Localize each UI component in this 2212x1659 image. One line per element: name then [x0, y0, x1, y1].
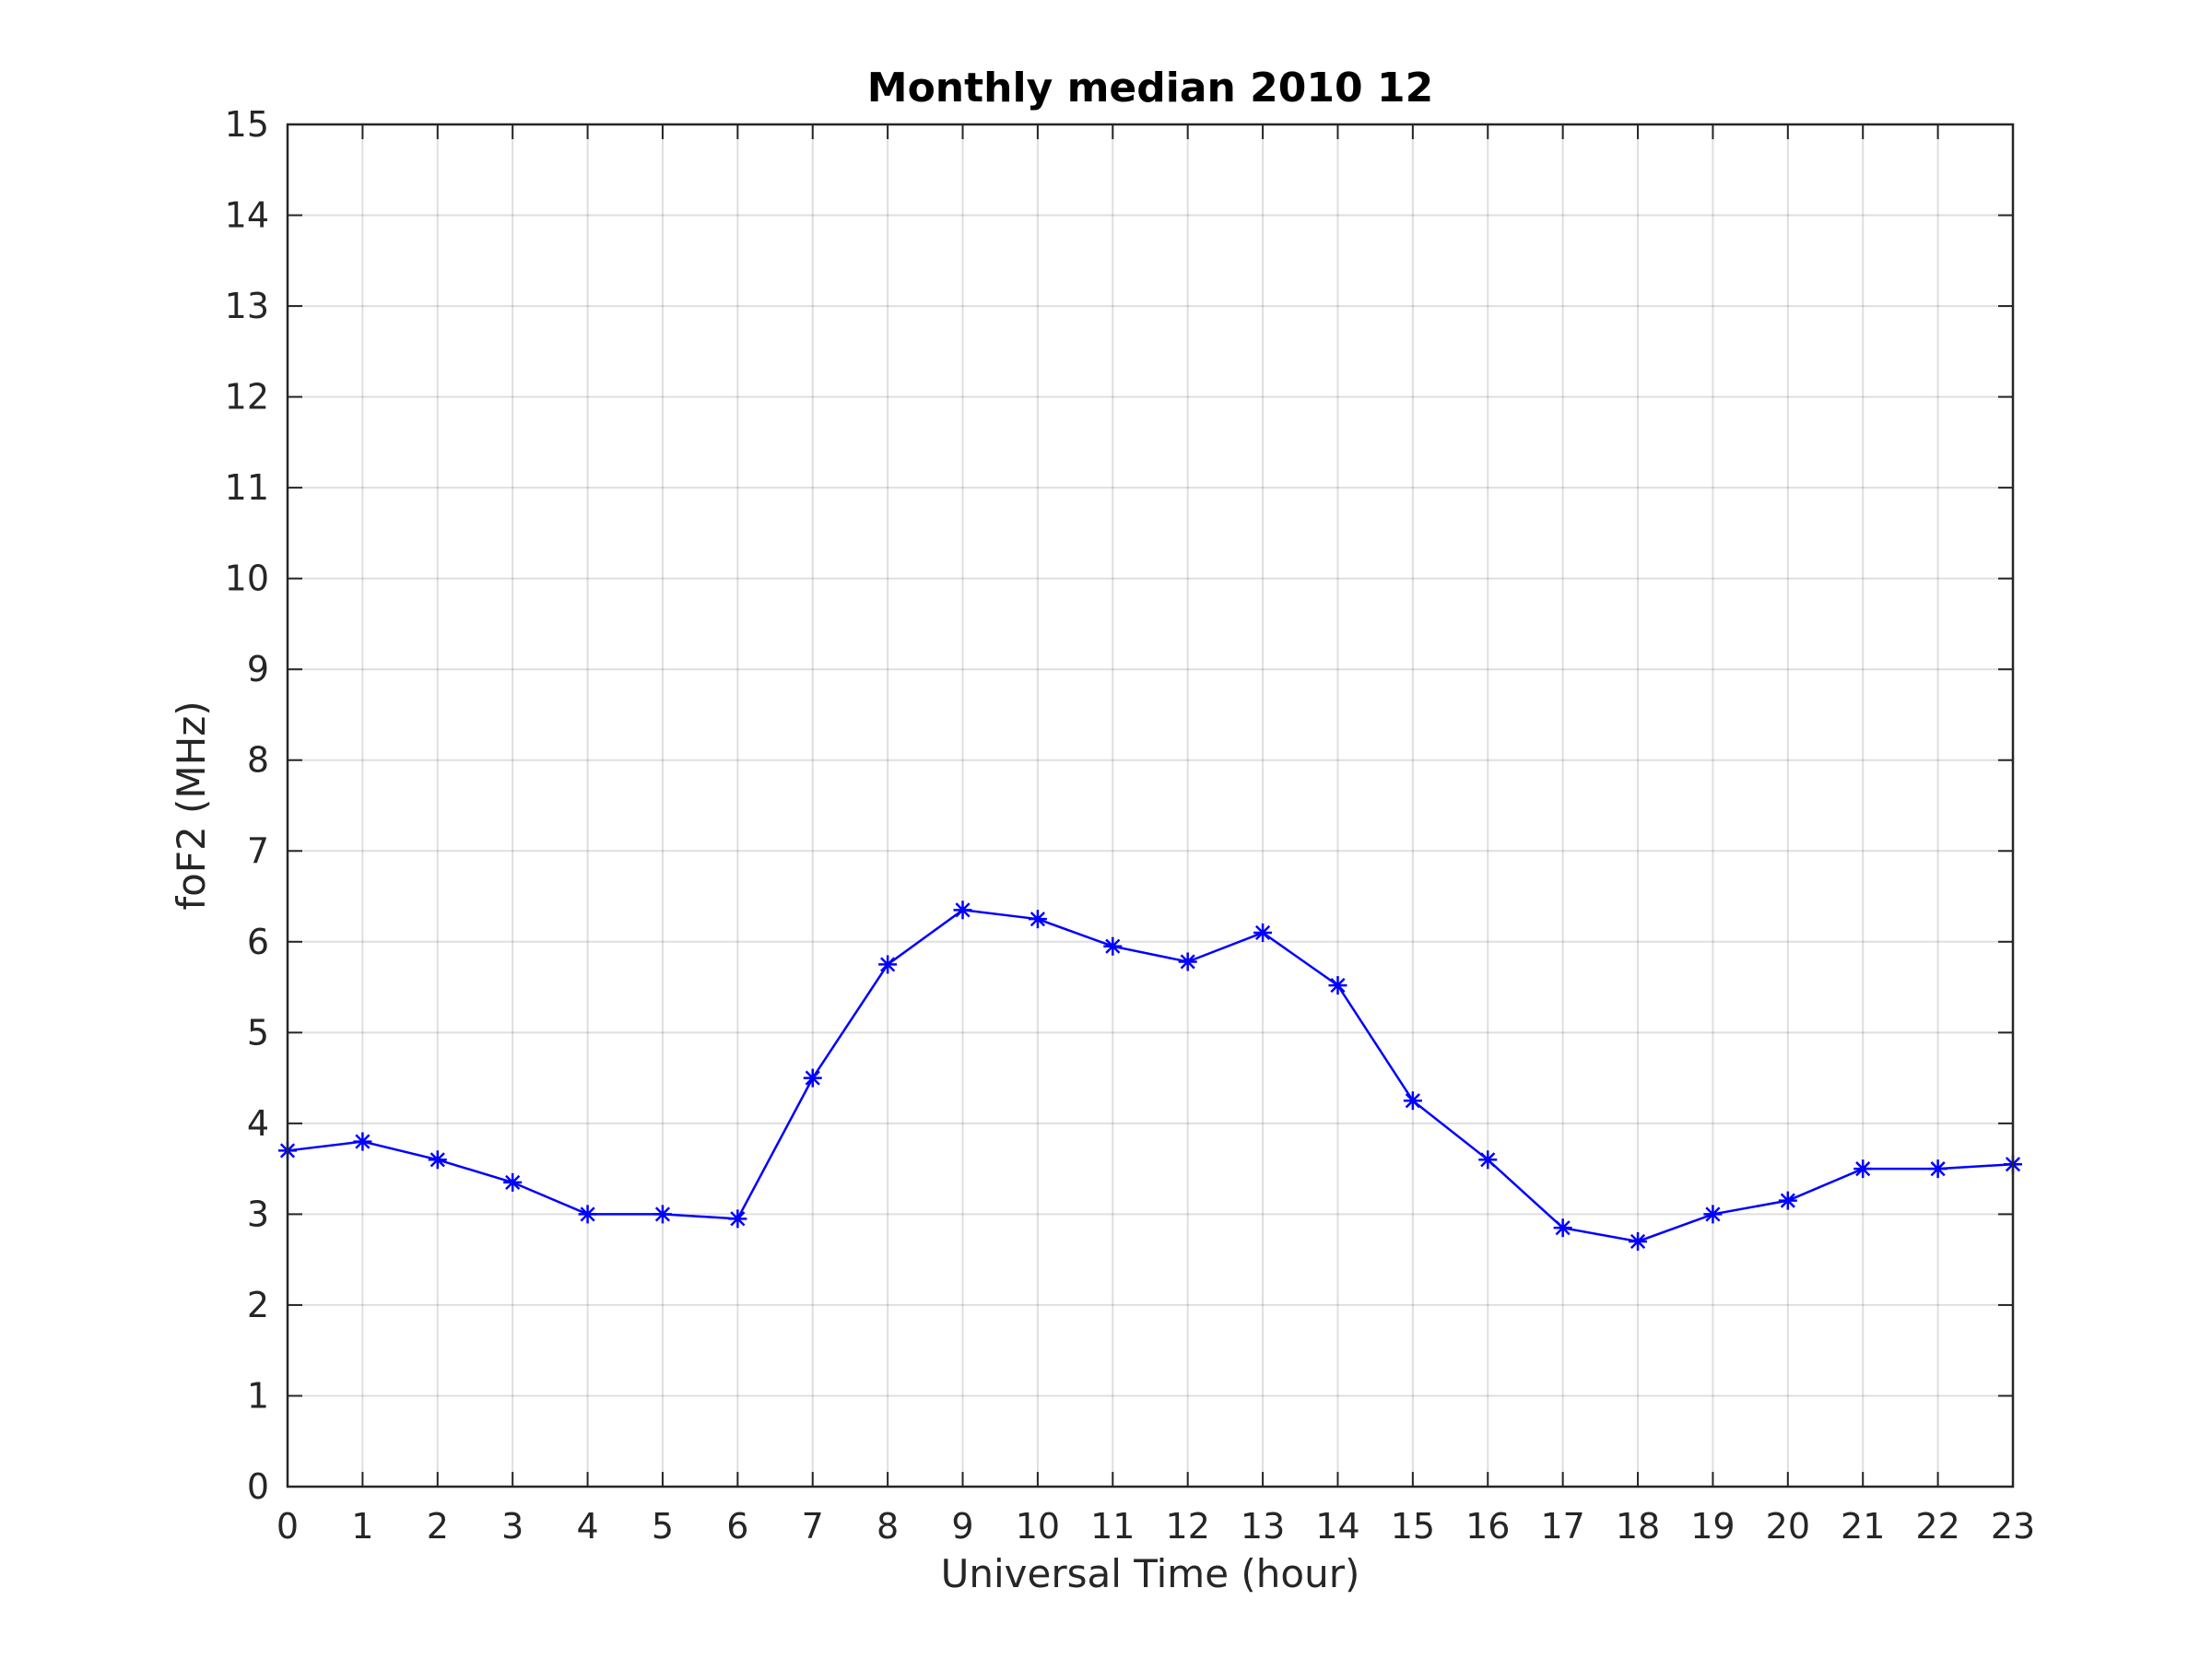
y-tick-label: 0 — [247, 1466, 269, 1507]
y-axis-label: foF2 (MHz) — [169, 700, 214, 910]
y-tick-label: 1 — [247, 1375, 269, 1416]
x-tick-label: 23 — [1991, 1506, 2035, 1547]
data-point — [1853, 1159, 1873, 1179]
y-tick-label: 6 — [247, 922, 269, 962]
data-point — [428, 1150, 447, 1170]
plot-frame — [286, 123, 2015, 1488]
x-tick-label: 1 — [351, 1506, 373, 1547]
data-point — [1778, 1191, 1797, 1210]
x-tick-label: 10 — [1016, 1506, 1060, 1547]
y-tick-label: 13 — [225, 286, 269, 326]
x-tick-label: 9 — [951, 1506, 973, 1547]
data-point — [1028, 910, 1047, 929]
chart-title: Monthly median 2010 12 — [867, 65, 1433, 112]
x-tick-label: 21 — [1841, 1506, 1885, 1547]
x-tick-label: 0 — [276, 1506, 299, 1547]
y-tick-label: 4 — [247, 1103, 269, 1144]
y-tick-label: 14 — [225, 195, 269, 236]
data-point — [1103, 936, 1123, 956]
data-point — [578, 1205, 597, 1224]
data-point — [1703, 1205, 1723, 1224]
data-point — [1478, 1150, 1498, 1170]
grid — [287, 124, 2014, 1488]
data-point — [1629, 1231, 1648, 1251]
y-tick-label: 11 — [225, 467, 269, 508]
series-line — [287, 909, 2014, 1243]
data-point — [728, 1209, 747, 1229]
data-point — [878, 955, 898, 974]
x-tick-label: 2 — [427, 1506, 449, 1547]
data-point — [953, 900, 972, 920]
y-tick-label: 10 — [225, 559, 269, 599]
data-point — [653, 1205, 672, 1224]
data-point — [1178, 952, 1197, 971]
x-tick-label: 11 — [1090, 1506, 1135, 1547]
x-tick-label: 14 — [1315, 1506, 1359, 1547]
x-axis-label: Universal Time (hour) — [941, 1551, 1360, 1596]
x-tick-label: 4 — [576, 1506, 598, 1547]
x-tick-label: 3 — [501, 1506, 524, 1547]
y-tick-label: 3 — [247, 1194, 269, 1234]
y-tick-label: 2 — [247, 1285, 269, 1325]
x-tick-label: 6 — [726, 1506, 748, 1547]
x-tick-labels: 0 1 2 3 4 5 6 7 8 9 10 11 12 13 14 15 16 17 18 19 20 21 22 23 — [276, 1506, 2035, 1547]
x-tick-label: 5 — [652, 1506, 674, 1547]
x-tick-label: 22 — [1915, 1506, 1959, 1547]
data-point — [1553, 1218, 1572, 1238]
x-tick-label: 15 — [1391, 1506, 1435, 1547]
x-tick-label: 19 — [1690, 1506, 1735, 1547]
x-tick-label: 7 — [802, 1506, 824, 1547]
x-tick-label: 12 — [1166, 1506, 1210, 1547]
x-tick-label: 13 — [1241, 1506, 1285, 1547]
y-tick-label: 7 — [247, 830, 269, 871]
data-point — [1403, 1091, 1422, 1111]
data-point — [503, 1172, 523, 1192]
data-point — [803, 1068, 822, 1088]
y-tick-label: 15 — [225, 104, 269, 145]
x-tick-label: 8 — [877, 1506, 899, 1547]
x-tick-label: 18 — [1616, 1506, 1660, 1547]
data-point — [1253, 923, 1273, 942]
tick-marks — [287, 124, 2014, 1488]
data-point — [1328, 976, 1347, 995]
data-point — [353, 1132, 372, 1151]
y-tick-label: 9 — [247, 649, 269, 689]
y-tick-label: 8 — [247, 740, 269, 781]
x-tick-label: 20 — [1766, 1506, 1810, 1547]
y-tick-label: 5 — [247, 1012, 269, 1053]
x-tick-label: 17 — [1540, 1506, 1584, 1547]
y-tick-label: 12 — [225, 377, 269, 418]
plot-area — [288, 124, 2013, 1487]
data-point — [1928, 1159, 1947, 1179]
x-tick-label: 16 — [1465, 1506, 1510, 1547]
